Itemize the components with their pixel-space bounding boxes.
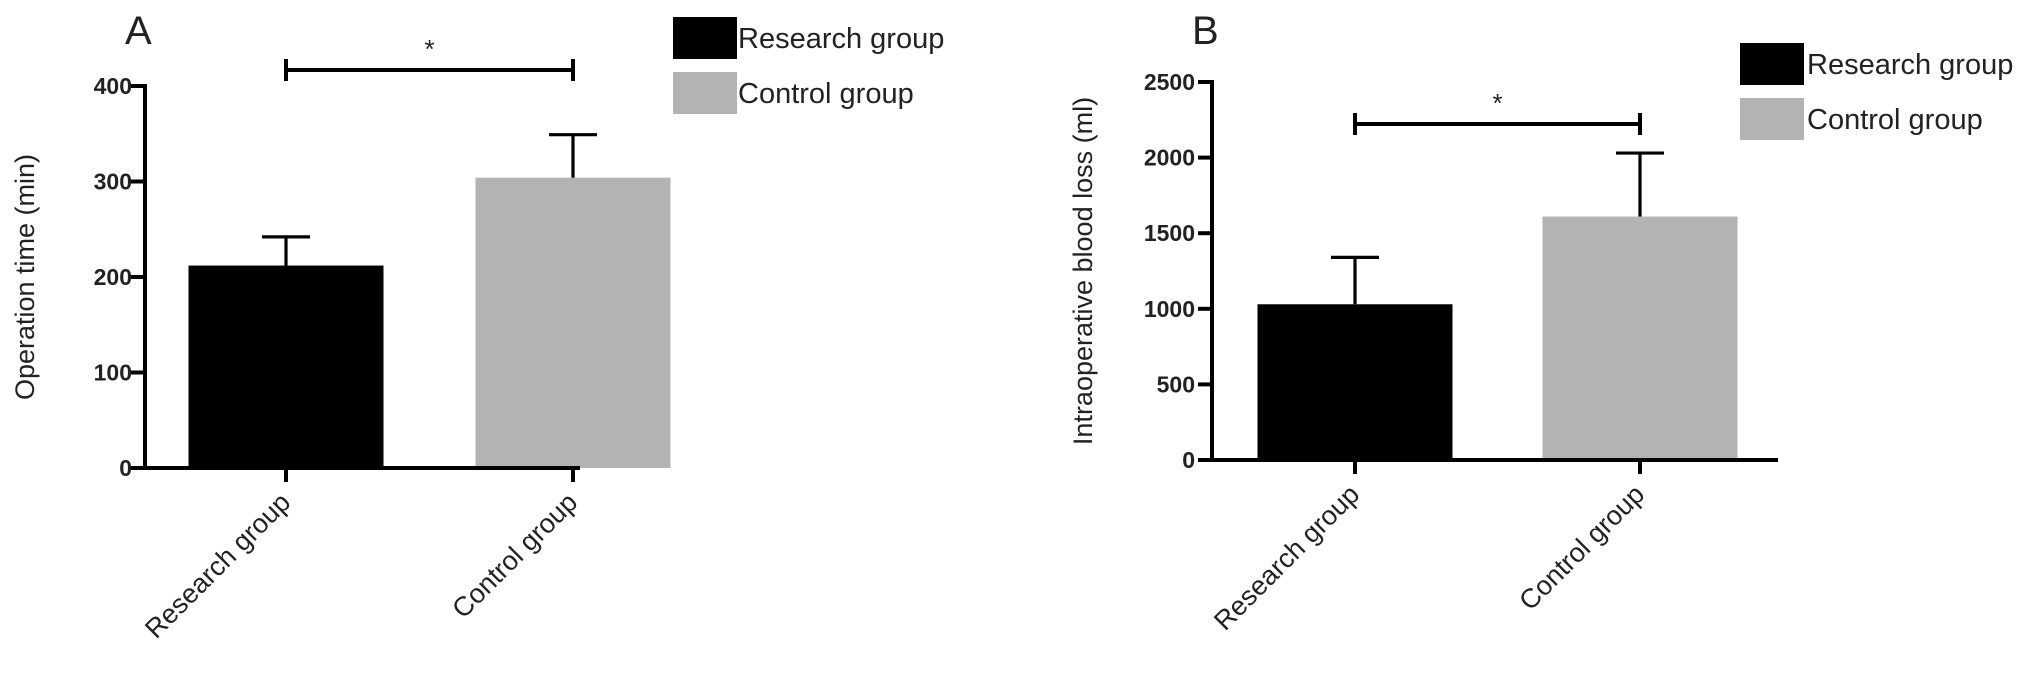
legend: Research group Control group [1740, 43, 2013, 140]
legend-swatch-research [1740, 43, 1804, 85]
legend-swatch-control [1740, 98, 1804, 140]
legend-label: Control group [1807, 104, 1983, 136]
legend-label: Research group [1807, 49, 2013, 81]
y-tick-label: 0 [1182, 447, 1195, 473]
y-tick-label: 2500 [1144, 69, 1195, 95]
panel-label: B [1192, 9, 1219, 53]
y-tick-label: 200 [94, 264, 132, 290]
error-bar-control [549, 133, 597, 178]
y-tick-label: 500 [1157, 371, 1195, 397]
significance-star: * [1492, 88, 1502, 118]
y-axis-label: Operation time (min) [10, 154, 40, 400]
y-axis-label: Intraoperative blood loss (ml) [1068, 97, 1098, 445]
significance-star: * [424, 34, 434, 64]
panel-label: A [125, 9, 152, 53]
bar-control [1542, 216, 1738, 460]
bar-research [1257, 304, 1453, 460]
legend: Research group Control group [673, 17, 944, 114]
y-tick-label: 0 [119, 455, 132, 481]
legend-swatch-control [673, 72, 737, 114]
legend-label: Control group [738, 78, 914, 110]
error-bar-research [262, 235, 310, 266]
chart-panel-a: A 0 100 200 300 400 Research group Control grou… [10, 9, 944, 644]
y-tick-label: 400 [94, 73, 132, 99]
x-tick-label: Control group [446, 487, 583, 624]
chart-panel-b: B 0 500 1000 1500 2000 2500 Research group Contr… [1068, 9, 2013, 636]
y-tick-label: 1500 [1144, 220, 1195, 246]
x-tick-label: Research group [1208, 479, 1365, 636]
x-tick-label: Control group [1513, 479, 1650, 616]
significance-bracket: * [284, 34, 575, 81]
error-bar-research [1331, 255, 1379, 305]
legend-swatch-research [673, 17, 737, 59]
y-tick-label: 1000 [1144, 296, 1195, 322]
y-tick-label: 300 [94, 169, 132, 195]
legend-label: Research group [738, 23, 944, 55]
error-bar-control [1616, 151, 1664, 217]
significance-bracket: * [1353, 88, 1642, 135]
bar-control [475, 177, 671, 468]
x-tick-label: Research group [139, 487, 296, 644]
y-tick-label: 2000 [1144, 145, 1195, 171]
y-tick-label: 100 [94, 360, 132, 386]
bar-research [188, 265, 384, 468]
